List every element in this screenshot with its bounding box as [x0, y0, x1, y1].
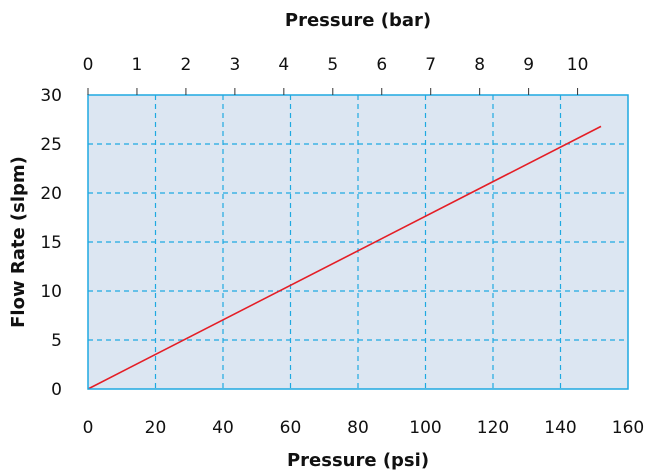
x2-tick-label: 7 — [425, 55, 436, 75]
x2-tick-label: 10 — [567, 55, 589, 75]
x-tick-label: 80 — [347, 418, 369, 438]
series-lines — [87, 125, 602, 390]
x2-tick-label: 6 — [376, 55, 387, 75]
y-tick-label: 30 — [40, 86, 62, 106]
x-tick-label: 140 — [544, 418, 576, 438]
x2-tick-label: 1 — [132, 55, 143, 75]
x-tick-label: 120 — [477, 418, 509, 438]
x2-tick-label: 0 — [83, 55, 94, 75]
y-tick-label: 5 — [51, 331, 62, 351]
x2-axis-ticks: 0 1 2 3 4 5 6 7 8 9 10 — [83, 55, 589, 95]
x2-tick-label: 2 — [181, 55, 192, 75]
x-axis-title: Pressure (psi) — [287, 450, 429, 471]
series-line — [87, 125, 602, 390]
x-tick-label: 20 — [145, 418, 167, 438]
y-tick-label: 25 — [40, 135, 62, 155]
y-tick-label: 20 — [40, 184, 62, 204]
x2-tick-label: 4 — [278, 55, 289, 75]
x2-tick-label: 3 — [229, 55, 240, 75]
x2-tick-label: 5 — [327, 55, 338, 75]
x-tick-label: 60 — [280, 418, 302, 438]
x-tick-label: 100 — [409, 418, 441, 438]
y-axis-title: Flow Rate (slpm) — [8, 156, 29, 328]
plot-frame — [87, 94, 629, 390]
grid-lines — [88, 95, 628, 389]
y-tick-label: 0 — [51, 380, 62, 400]
y-tick-label: 10 — [40, 282, 62, 302]
x-tick-label: 0 — [83, 418, 94, 438]
x-axis-ticks: 0 20 40 60 80 100 120 140 160 — [83, 418, 645, 438]
x2-tick-label: 8 — [474, 55, 485, 75]
x2-axis-title: Pressure (bar) — [285, 10, 431, 31]
x2-tick-label: 9 — [523, 55, 534, 75]
x-tick-label: 160 — [612, 418, 644, 438]
x-tick-label: 40 — [212, 418, 234, 438]
y-axis-ticks: 0 5 10 15 20 25 30 — [40, 86, 62, 400]
y-tick-label: 15 — [40, 233, 62, 253]
